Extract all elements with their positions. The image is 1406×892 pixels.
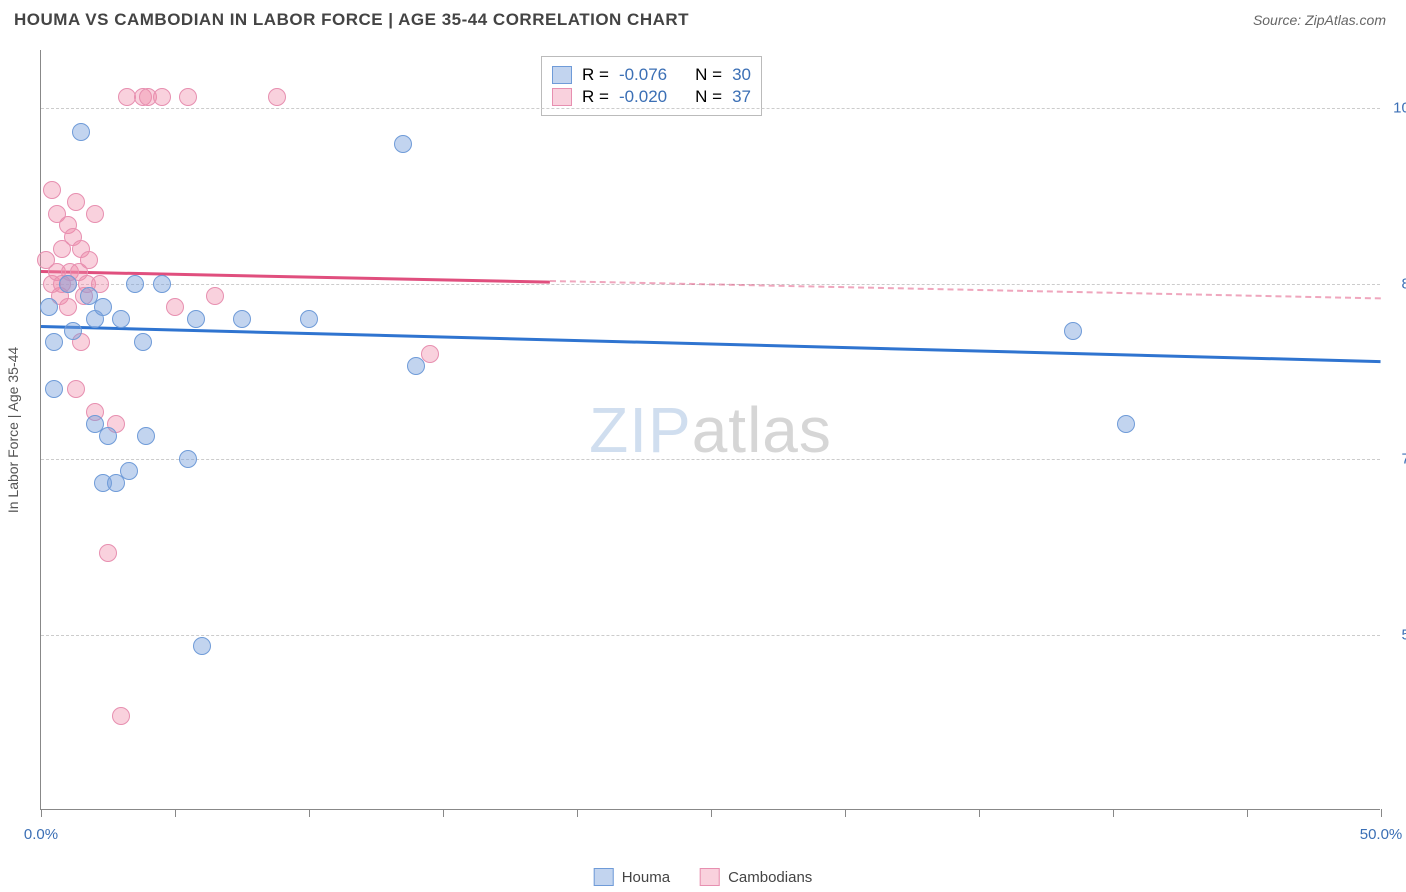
point-a	[153, 275, 171, 293]
watermark: ZIPatlas	[589, 393, 832, 467]
point-b	[99, 544, 117, 562]
n-value-a: 30	[732, 65, 751, 85]
y-tick-label: 100.0%	[1384, 100, 1406, 117]
point-a	[394, 135, 412, 153]
x-tick	[845, 809, 846, 817]
point-b	[67, 193, 85, 211]
stats-row-a: R = -0.076 N = 30	[552, 65, 751, 85]
legend-label-a: Houma	[622, 869, 670, 886]
point-b	[59, 298, 77, 316]
x-tick	[175, 809, 176, 817]
point-a	[187, 310, 205, 328]
point-b	[80, 251, 98, 269]
y-tick-label: 55.0%	[1384, 626, 1406, 643]
x-tick	[443, 809, 444, 817]
swatch-b	[700, 868, 720, 886]
point-a	[137, 427, 155, 445]
point-a	[99, 427, 117, 445]
legend-item-a: Houma	[594, 868, 670, 886]
point-a	[407, 357, 425, 375]
swatch-b	[552, 88, 572, 106]
point-a	[1117, 415, 1135, 433]
chart-title: HOUMA VS CAMBODIAN IN LABOR FORCE | AGE …	[14, 10, 689, 30]
trend-line	[41, 270, 550, 283]
x-tick-label: 0.0%	[24, 826, 58, 843]
n-label: N =	[695, 65, 722, 85]
swatch-a	[594, 868, 614, 886]
y-axis-label: In Labor Force | Age 35-44	[5, 346, 21, 512]
x-tick	[1113, 809, 1114, 817]
trend-line	[41, 325, 1381, 363]
gridline	[41, 108, 1380, 109]
point-a	[64, 322, 82, 340]
x-tick	[1381, 809, 1382, 817]
point-b	[166, 298, 184, 316]
point-a	[300, 310, 318, 328]
point-b	[153, 88, 171, 106]
source-label: Source: ZipAtlas.com	[1253, 12, 1386, 28]
point-a	[112, 310, 130, 328]
point-a	[40, 298, 58, 316]
r-label: R =	[582, 87, 609, 107]
point-a	[134, 333, 152, 351]
point-b	[86, 205, 104, 223]
point-a	[1064, 322, 1082, 340]
x-tick	[41, 809, 42, 817]
point-a	[179, 450, 197, 468]
point-a	[120, 462, 138, 480]
r-label: R =	[582, 65, 609, 85]
point-a	[94, 298, 112, 316]
point-b	[43, 181, 61, 199]
point-a	[193, 637, 211, 655]
point-b	[179, 88, 197, 106]
legend: Houma Cambodians	[594, 868, 813, 886]
x-tick	[1247, 809, 1248, 817]
legend-label-b: Cambodians	[728, 869, 812, 886]
gridline	[41, 459, 1380, 460]
r-value-b: -0.020	[619, 87, 667, 107]
x-tick	[711, 809, 712, 817]
n-label: N =	[695, 87, 722, 107]
n-value-b: 37	[732, 87, 751, 107]
y-tick-label: 85.0%	[1384, 275, 1406, 292]
point-b	[112, 707, 130, 725]
stats-box: R = -0.076 N = 30 R = -0.020 N = 37	[541, 56, 762, 116]
point-b	[206, 287, 224, 305]
point-a	[59, 275, 77, 293]
point-a	[233, 310, 251, 328]
x-tick	[309, 809, 310, 817]
point-a	[126, 275, 144, 293]
point-b	[67, 380, 85, 398]
swatch-a	[552, 66, 572, 84]
legend-item-b: Cambodians	[700, 868, 812, 886]
x-tick	[577, 809, 578, 817]
x-tick	[979, 809, 980, 817]
gridline	[41, 635, 1380, 636]
point-b	[268, 88, 286, 106]
scatter-plot: In Labor Force | Age 35-44 ZIPatlas R = …	[40, 50, 1380, 810]
point-a	[45, 380, 63, 398]
point-a	[72, 123, 90, 141]
x-tick-label: 50.0%	[1360, 826, 1403, 843]
point-a	[45, 333, 63, 351]
r-value-a: -0.076	[619, 65, 667, 85]
stats-row-b: R = -0.020 N = 37	[552, 87, 751, 107]
y-tick-label: 70.0%	[1384, 451, 1406, 468]
